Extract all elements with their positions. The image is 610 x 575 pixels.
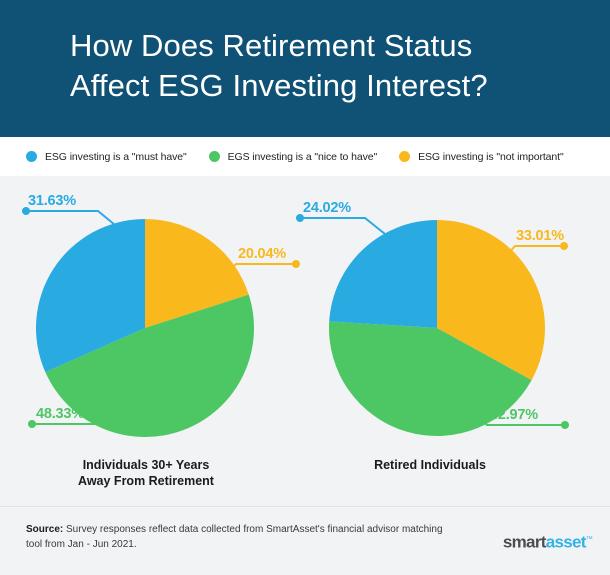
pie-caption-right: Retired Individuals (374, 458, 486, 472)
callout-value-right-not-important: 33.01% (516, 228, 564, 244)
callout-leader-line (300, 217, 391, 239)
callout-leader-line (215, 263, 296, 287)
callout-left-must-have: 31.63% (22, 193, 127, 235)
pie-slice-left-not-important (145, 219, 249, 328)
pie-slice-left-must-have (36, 219, 146, 373)
source-note: Source: Survey responses reflect data co… (26, 522, 456, 552)
callout-value-right-nice-to-have: 42.97% (490, 407, 538, 423)
source-label: Source: (26, 524, 64, 535)
callout-leader-line (26, 210, 127, 235)
legend-item-not-important: ESG investing is "not important" (399, 151, 564, 163)
logo-text-asset: asset (545, 532, 587, 552)
callout-value-left-must-have: 31.63% (28, 193, 76, 209)
callout-dot-icon (292, 260, 300, 268)
logo-text-smart: smart (502, 532, 547, 552)
callout-value-left-not-important: 20.04% (238, 246, 286, 262)
pie-chart-right (329, 220, 545, 436)
trademark-icon: ™ (585, 536, 593, 543)
legend-swatch-green-icon (208, 151, 220, 162)
source-text: Survey responses reflect data collected … (26, 524, 443, 550)
callout-leader-line (494, 245, 564, 269)
smartasset-logo: smartasset™ (502, 531, 593, 552)
pie-slice-right-nice-to-have (329, 321, 532, 436)
pie-charts-svg: 31.63% 48.33% 20.04% (22, 193, 569, 437)
pie-slice-left-nice-to-have (45, 294, 254, 437)
pie-chart-left (36, 219, 254, 437)
callout-leader-line (464, 403, 565, 426)
callout-right-must-have: 24.02% (296, 200, 391, 239)
charts-area: 31.63% 48.33% 20.04% (0, 176, 610, 506)
legend-swatch-blue-icon (26, 151, 37, 162)
legend-item-must-have: ESG investing is a "must have" (26, 151, 187, 163)
callout-right-nice-to-have: 33.01% (494, 228, 568, 269)
chart-legend: ESG investing is a "must have" EGS inves… (0, 137, 610, 176)
page-title: How Does Retirement Status Affect ESG In… (70, 28, 488, 103)
callout-right-not-important: 42.97% (464, 403, 569, 429)
callout-dot-icon (28, 420, 36, 428)
callout-dot-icon (22, 207, 30, 215)
legend-label-not-important: ESG investing is "not important" (418, 150, 564, 163)
footer: Source: Survey responses reflect data co… (0, 506, 610, 575)
callout-dot-icon (560, 242, 568, 250)
legend-label-must-have: ESG investing is a "must have" (45, 150, 187, 163)
callout-value-right-must-have: 24.02% (303, 200, 351, 216)
callout-left-nice-to-have: 48.33% (28, 400, 135, 428)
callout-leader-line (32, 400, 135, 425)
pie-slice-right-not-important (437, 220, 545, 381)
pie-slice-right-must-have (329, 220, 437, 328)
callout-dot-icon (296, 214, 304, 222)
callout-dot-icon (561, 421, 569, 429)
pie-caption-left: Individuals 30+ Years Away From Retireme… (78, 458, 214, 488)
callout-left-not-important: 20.04% (215, 246, 300, 287)
header-banner: How Does Retirement Status Affect ESG In… (0, 0, 610, 137)
callout-value-left-nice-to-have: 48.33% (36, 406, 84, 422)
legend-label-nice-to-have: EGS investing is a "nice to have" (227, 150, 378, 163)
legend-swatch-yellow-icon (399, 151, 411, 162)
legend-item-nice-to-have: EGS investing is a "nice to have" (208, 150, 378, 163)
